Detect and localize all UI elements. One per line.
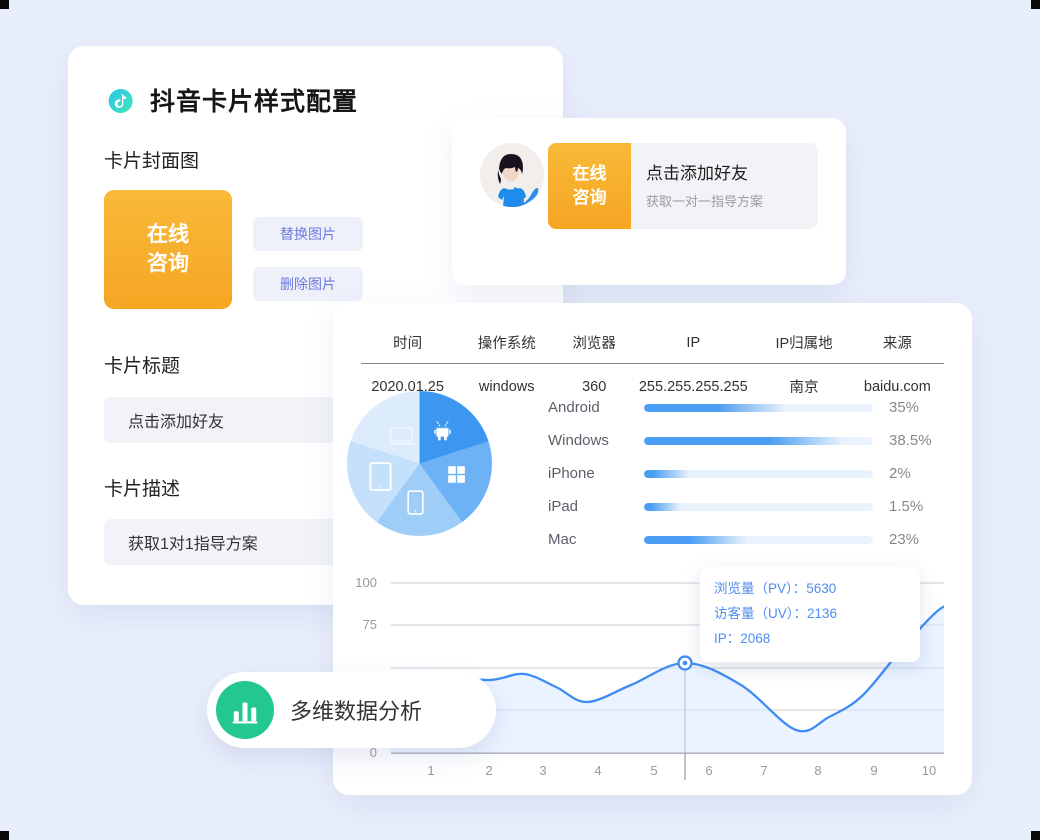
svg-text:8: 8	[814, 763, 821, 778]
svg-text:75: 75	[363, 617, 377, 632]
svg-text:6: 6	[705, 763, 712, 778]
svg-text:4: 4	[594, 763, 601, 778]
svg-text:1: 1	[427, 763, 434, 778]
svg-text:5: 5	[650, 763, 657, 778]
svg-text:7: 7	[760, 763, 767, 778]
svg-text:3: 3	[539, 763, 546, 778]
svg-text:2: 2	[485, 763, 492, 778]
svg-text:9: 9	[870, 763, 877, 778]
svg-text:10: 10	[922, 763, 936, 778]
svg-text:100: 100	[355, 575, 377, 590]
